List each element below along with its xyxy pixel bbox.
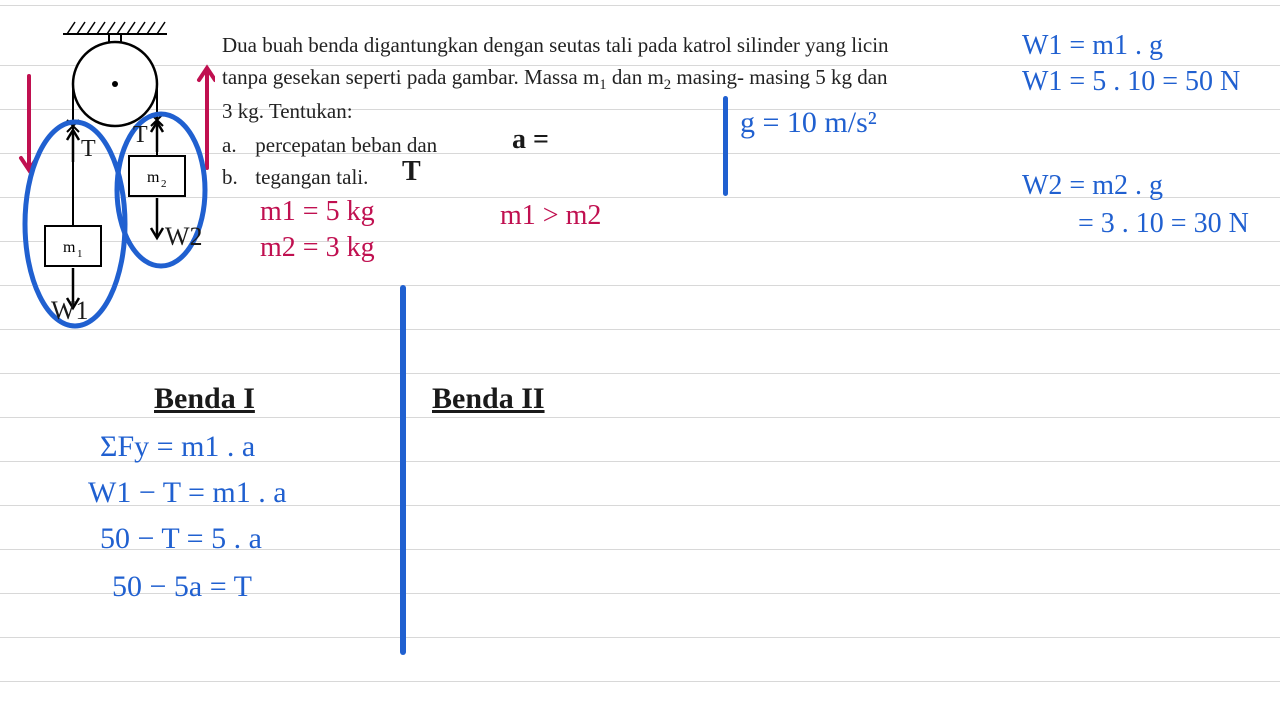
- heading-benda1: Benda I: [154, 382, 255, 416]
- label-w2: W2: [165, 222, 203, 252]
- eq-line1: ΣFy = m1 . a: [100, 430, 255, 464]
- svg-text:1: 1: [77, 248, 83, 260]
- item-b-label: b.: [222, 162, 250, 194]
- item-b-text: tegangan tali.: [255, 165, 368, 189]
- label-T-right: T: [133, 122, 148, 149]
- anno-T: T: [402, 156, 421, 188]
- item-a-label: a.: [222, 130, 250, 162]
- divider-workings: [400, 285, 406, 655]
- anno-a-eq: a =: [512, 124, 549, 156]
- pulley-svg: m 1 m 2: [15, 20, 215, 330]
- pulley-diagram: m 1 m 2: [15, 20, 210, 330]
- problem-line3: 3 kg. Tentukan:: [222, 96, 1004, 128]
- anno-w2-calc: = 3 . 10 = 30 N: [1078, 208, 1249, 240]
- eq-line2: W1 − T = m1 . a: [88, 476, 287, 510]
- anno-w1-calc: W1 = 5 . 10 = 50 N: [1022, 66, 1240, 98]
- anno-m2: m2 = 3 kg: [260, 232, 375, 264]
- divider-g: [723, 96, 728, 196]
- heading-benda2: Benda II: [432, 382, 545, 416]
- anno-g: g = 10 m/s²: [740, 106, 877, 140]
- anno-w1-formula: W1 = m1 . g: [1022, 30, 1163, 62]
- eq-line3: 50 − T = 5 . a: [100, 522, 262, 556]
- eq-line4: 50 − 5a = T: [112, 570, 252, 604]
- svg-text:m: m: [63, 239, 76, 256]
- anno-m1gtm2: m1 > m2: [500, 200, 601, 232]
- anno-m1: m1 = 5 kg: [260, 196, 375, 228]
- problem-line1: Dua buah benda digantungkan dengan seuta…: [222, 30, 1004, 62]
- svg-text:m: m: [147, 169, 160, 186]
- item-a-text: percepatan beban dan: [255, 133, 437, 157]
- label-w1: W1: [51, 296, 89, 326]
- anno-w2-formula: W2 = m2 . g: [1022, 170, 1163, 202]
- problem-line2: tanpa gesekan seperti pada gambar. Massa…: [222, 62, 1004, 97]
- problem-statement: Dua buah benda digantungkan dengan seuta…: [222, 30, 1004, 194]
- label-T-left: T: [81, 136, 96, 163]
- svg-text:2: 2: [161, 178, 167, 190]
